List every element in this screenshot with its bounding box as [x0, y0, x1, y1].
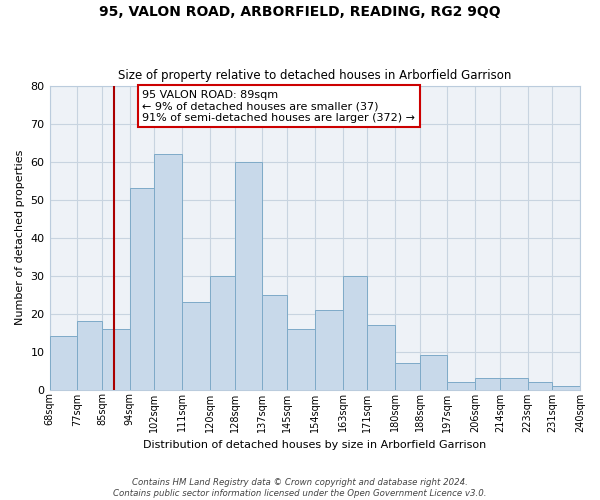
Bar: [552, 386, 580, 390]
Bar: [102, 329, 130, 390]
Bar: [500, 378, 527, 390]
Bar: [367, 325, 395, 390]
Bar: [315, 310, 343, 390]
Title: Size of property relative to detached houses in Arborfield Garrison: Size of property relative to detached ho…: [118, 69, 511, 82]
Bar: [475, 378, 500, 390]
X-axis label: Distribution of detached houses by size in Arborfield Garrison: Distribution of detached houses by size …: [143, 440, 487, 450]
Bar: [210, 276, 235, 390]
Bar: [154, 154, 182, 390]
Bar: [235, 162, 262, 390]
Bar: [527, 382, 552, 390]
Y-axis label: Number of detached properties: Number of detached properties: [15, 150, 25, 326]
Text: Contains HM Land Registry data © Crown copyright and database right 2024.
Contai: Contains HM Land Registry data © Crown c…: [113, 478, 487, 498]
Bar: [287, 329, 315, 390]
Text: 95, VALON ROAD, ARBORFIELD, READING, RG2 9QQ: 95, VALON ROAD, ARBORFIELD, READING, RG2…: [99, 5, 501, 19]
Bar: [182, 302, 210, 390]
Text: 95 VALON ROAD: 89sqm
← 9% of detached houses are smaller (37)
91% of semi-detach: 95 VALON ROAD: 89sqm ← 9% of detached ho…: [142, 90, 415, 123]
Bar: [395, 363, 419, 390]
Bar: [77, 321, 102, 390]
Bar: [50, 336, 77, 390]
Bar: [343, 276, 367, 390]
Bar: [262, 294, 287, 390]
Bar: [448, 382, 475, 390]
Bar: [419, 356, 448, 390]
Bar: [130, 188, 154, 390]
